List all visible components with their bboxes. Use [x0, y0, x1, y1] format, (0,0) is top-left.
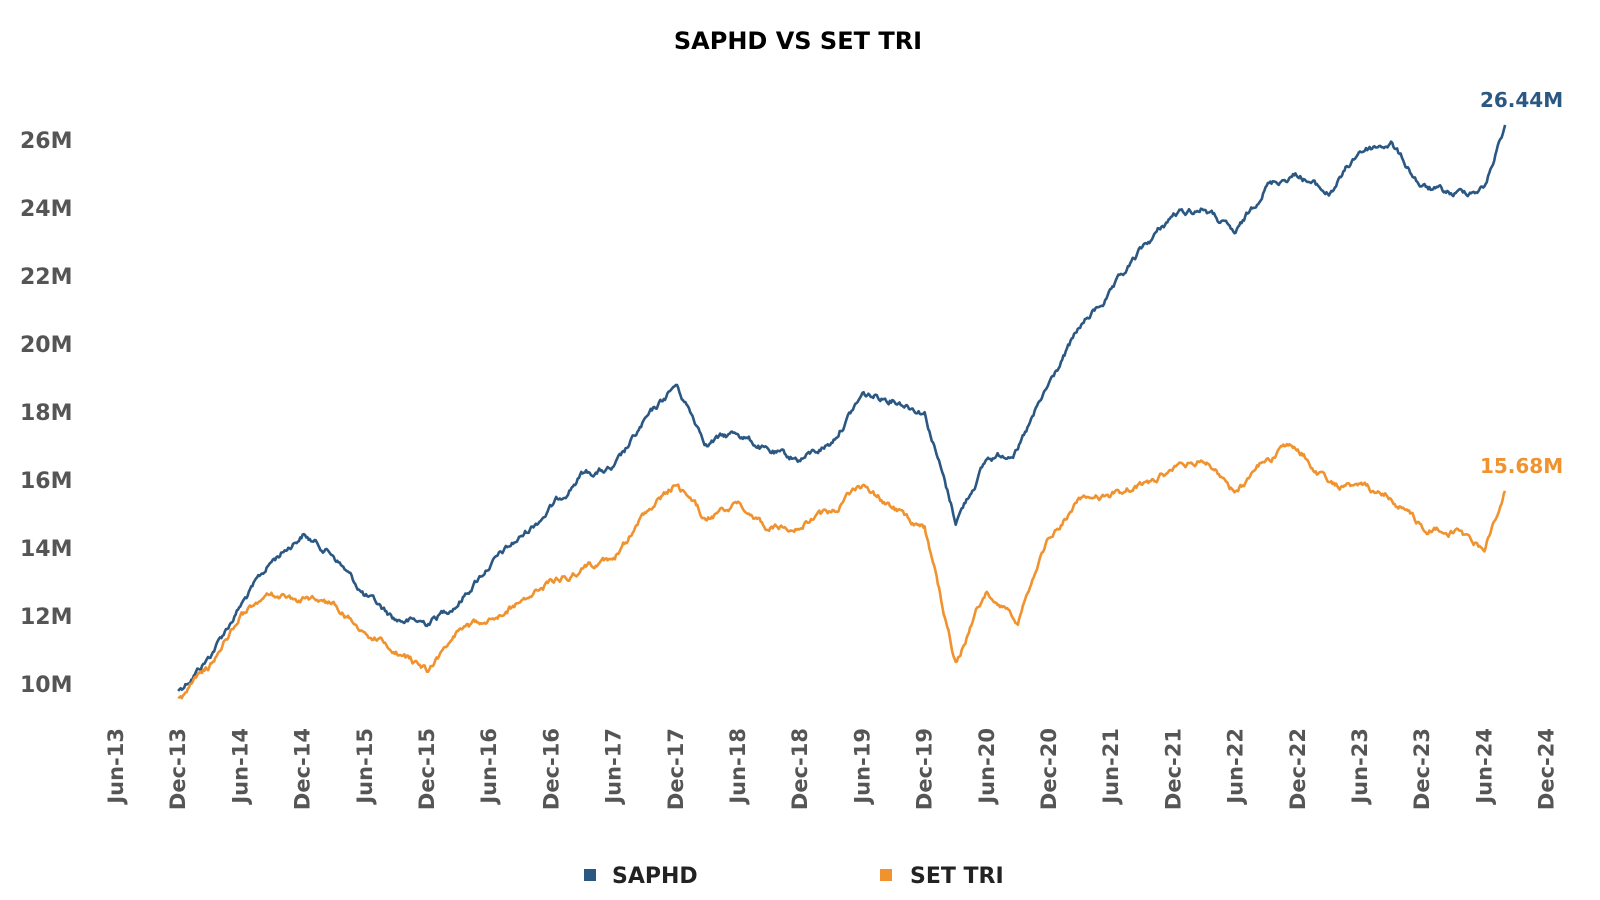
- plot-area: [177, 124, 1507, 700]
- x-tick-label: Dec-20: [1037, 728, 1061, 810]
- y-tick-label: 14M: [20, 537, 73, 562]
- x-tick-label: Jun-13: [104, 728, 128, 806]
- end-value-label: 26.44M: [1480, 88, 1563, 112]
- x-tick-label: Jun-18: [726, 728, 750, 806]
- legend-swatch-saphd: [584, 869, 596, 881]
- end-value-label: 15.68M: [1480, 454, 1563, 478]
- x-tick-label: Dec-22: [1286, 728, 1310, 810]
- x-tick-label: Dec-14: [291, 728, 315, 810]
- x-tick-label: Jun-15: [353, 728, 377, 806]
- legend-label-set-tri: SET TRI: [910, 864, 1004, 889]
- x-tick-label: Jun-14: [228, 728, 252, 806]
- y-tick-label: 20M: [20, 333, 73, 358]
- x-tick-label: Dec-18: [788, 728, 812, 810]
- x-tick-label: Jun-19: [850, 728, 874, 806]
- x-tick-label: Dec-16: [539, 728, 563, 810]
- x-tick-label: Jun-21: [1099, 728, 1123, 806]
- x-tick-label: Jun-24: [1472, 728, 1496, 806]
- y-tick-label: 10M: [20, 673, 73, 698]
- legend-swatch-set-tri: [880, 869, 892, 881]
- x-tick-label: Dec-13: [166, 728, 190, 810]
- y-tick-label: 18M: [20, 401, 73, 426]
- x-tick-label: Jun-20: [975, 728, 999, 806]
- y-axis: 10M 12M 14M 16M 18M 20M 22M 24M 26M: [20, 129, 73, 698]
- x-tick-label: Dec-19: [913, 728, 937, 810]
- x-tick-label: Dec-15: [415, 728, 439, 810]
- y-tick-label: 22M: [20, 265, 73, 290]
- x-tick-label: Dec-17: [664, 728, 688, 810]
- x-tick-label: Jun-17: [602, 728, 626, 806]
- x-tick-label: Dec-24: [1535, 728, 1559, 810]
- end-labels: 26.44M 15.68M: [1480, 88, 1563, 478]
- x-tick-label: Dec-23: [1410, 728, 1434, 810]
- y-tick-label: 12M: [20, 605, 73, 630]
- series-line-set-tri: [177, 442, 1507, 700]
- x-tick-label: Jun-16: [477, 728, 501, 806]
- series-line-saphd: [177, 124, 1507, 692]
- x-tick-label: Jun-23: [1348, 728, 1372, 806]
- y-tick-label: 26M: [20, 129, 73, 154]
- chart-title: SAPHD VS SET TRI: [674, 27, 922, 55]
- legend-label-saphd: SAPHD: [612, 864, 698, 889]
- x-axis: Jun-13 Dec-13 Jun-14 Dec-14 Jun-15 Dec-15 Jun-…: [104, 728, 1559, 810]
- y-tick-label: 16M: [20, 469, 73, 494]
- x-tick-label: Jun-22: [1224, 728, 1248, 806]
- x-tick-label: Dec-21: [1161, 728, 1185, 810]
- y-tick-label: 24M: [20, 197, 73, 222]
- legend: SAPHD SET TRI: [584, 864, 1004, 889]
